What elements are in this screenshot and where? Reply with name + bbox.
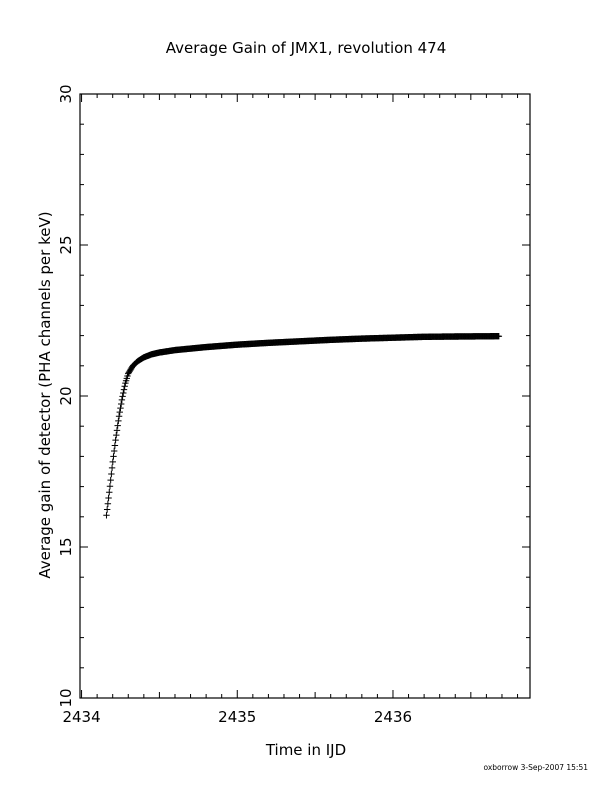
y-tick-label: 15 xyxy=(57,537,75,556)
data-point-marker xyxy=(103,512,110,519)
data-point-marker xyxy=(108,470,115,478)
data-point-marker xyxy=(110,453,117,460)
data-point-marker xyxy=(118,396,126,404)
data-point-marker xyxy=(119,393,126,400)
data-point-marker xyxy=(121,382,128,390)
data-point-marker xyxy=(117,404,124,412)
y-axis-ticks xyxy=(80,93,530,699)
data-point-marker xyxy=(103,506,111,513)
data-point-marker xyxy=(115,413,123,420)
data-point-marker xyxy=(113,427,121,434)
data-point-marker xyxy=(114,422,121,429)
x-tick-label: 2434 xyxy=(62,708,100,726)
data-point-marker xyxy=(105,494,112,502)
data-point-marker xyxy=(104,500,112,507)
data-point-marker xyxy=(116,408,123,416)
x-tick-label: 2436 xyxy=(374,708,412,726)
x-tick-label: 2435 xyxy=(218,708,256,726)
footer-stamp: oxborrow 3-Sep-2007 15:51 xyxy=(483,763,588,772)
y-axis-tick-labels: 10 15 20 25 30 xyxy=(57,84,75,707)
data-point-marker xyxy=(113,431,120,439)
data-point-marker xyxy=(108,464,116,472)
y-tick-label: 20 xyxy=(57,386,75,405)
data-point-marker xyxy=(117,400,125,408)
data-point-marker xyxy=(115,417,122,425)
y-axis-label: Average gain of detector (PHA channels p… xyxy=(36,211,54,578)
x-axis-label: Time in IJD xyxy=(265,741,346,759)
gain-series xyxy=(103,333,503,519)
data-point-marker xyxy=(109,458,116,466)
y-tick-label: 10 xyxy=(57,688,75,707)
data-point-marker xyxy=(112,436,119,444)
x-axis-ticks xyxy=(81,94,519,698)
plot-frame xyxy=(79,93,531,699)
data-point-marker xyxy=(110,447,118,455)
data-point-marker xyxy=(107,476,114,484)
data-point-marker xyxy=(120,389,127,397)
data-point-marker xyxy=(106,488,113,496)
data-point-marker xyxy=(111,442,119,449)
y-tick-label: 30 xyxy=(57,84,75,103)
x-axis-tick-labels: 2434 2435 2436 xyxy=(62,708,412,726)
y-tick-label: 25 xyxy=(57,235,75,254)
data-point-marker xyxy=(495,333,503,340)
data-point-marker xyxy=(120,386,128,393)
data-point-marker xyxy=(106,483,114,490)
chart-title: Average Gain of JMX1, revolution 474 xyxy=(166,39,447,57)
